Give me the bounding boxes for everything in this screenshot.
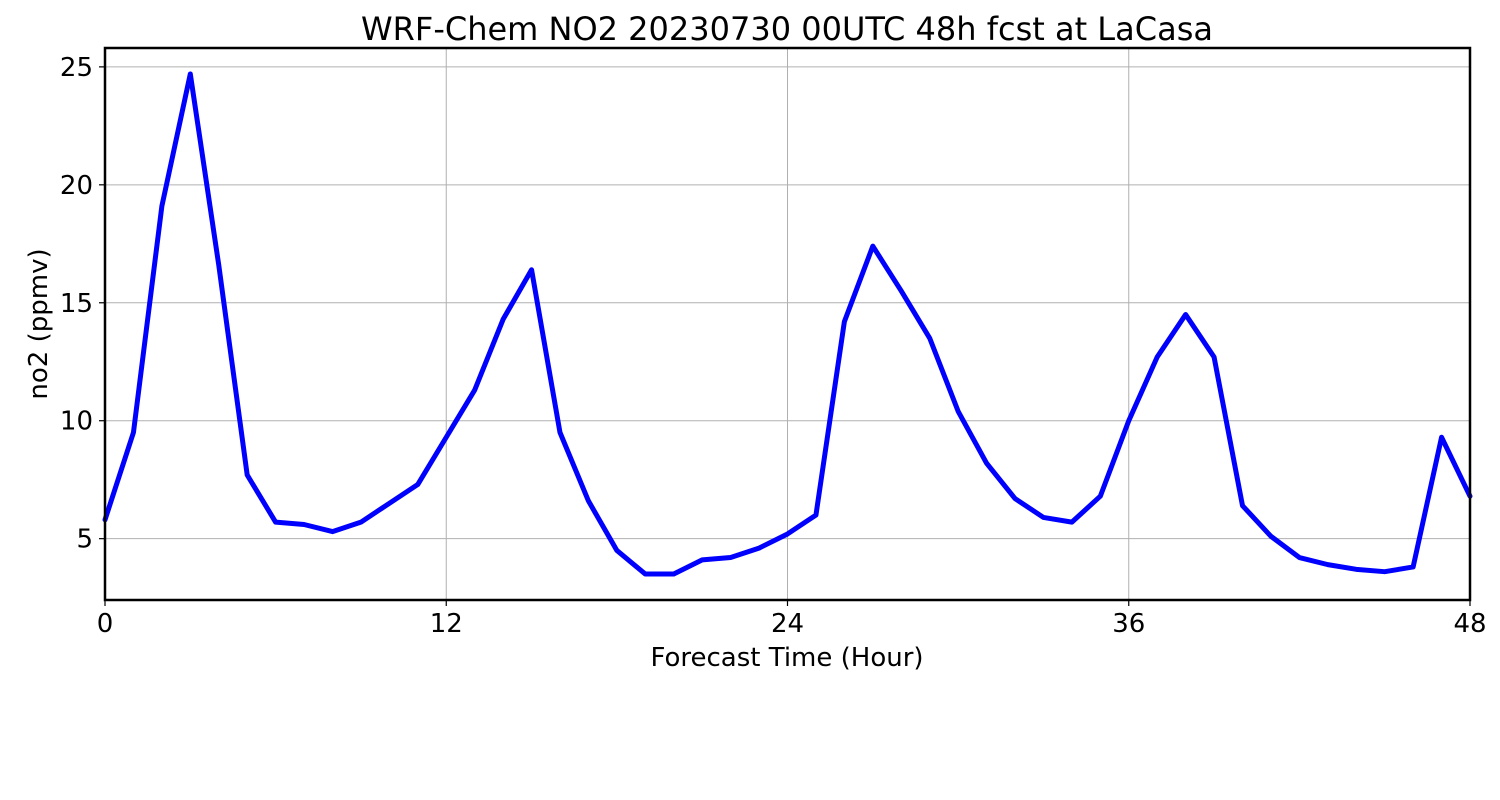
no2-series-line xyxy=(102,71,1473,577)
axis-ticks: 0 12 24 36 48 5 10 15 20 25 xyxy=(60,53,1487,639)
x-tick-label: 24 xyxy=(771,609,804,639)
y-axis-label: no2 (ppmv) xyxy=(24,248,54,399)
x-tick-label: 12 xyxy=(430,609,463,639)
x-tick-label: 0 xyxy=(97,609,114,639)
y-tick-label: 15 xyxy=(60,289,93,319)
y-tick-label: 10 xyxy=(60,407,93,437)
series-group xyxy=(102,71,1473,577)
y-tick-label: 20 xyxy=(60,171,93,201)
y-tick-label: 5 xyxy=(76,525,93,555)
x-tick-label: 36 xyxy=(1112,609,1145,639)
y-tick-label: 25 xyxy=(60,53,93,83)
x-axis-label: Forecast Time (Hour) xyxy=(650,643,923,673)
x-tick-label: 48 xyxy=(1453,609,1486,639)
chart-title: WRF-Chem NO2 20230730 00UTC 48h fcst at … xyxy=(361,10,1213,48)
